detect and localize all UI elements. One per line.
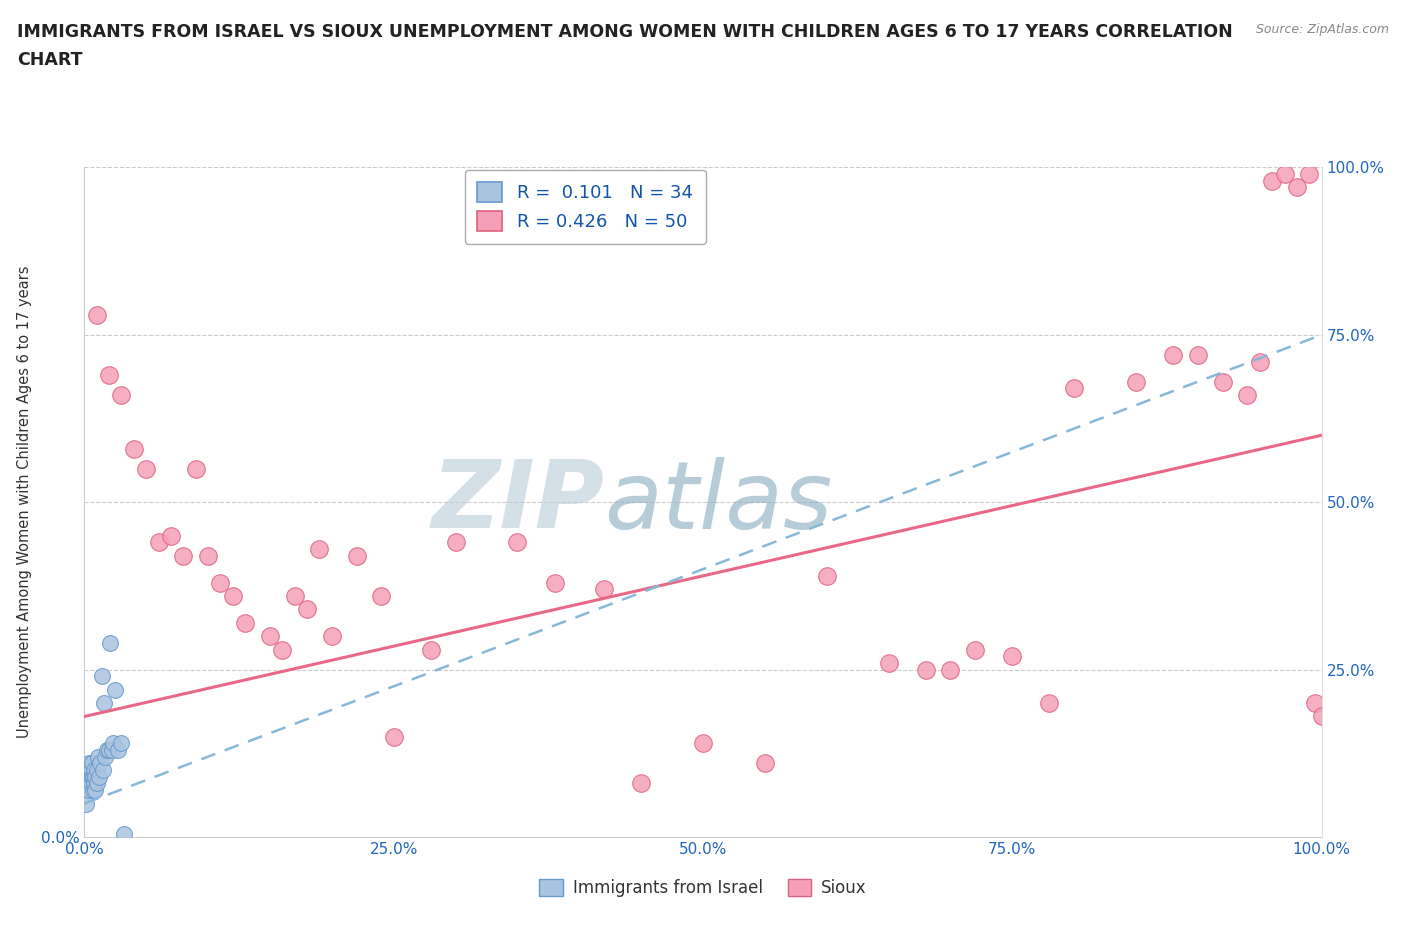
Point bbox=[370, 589, 392, 604]
Point bbox=[914, 662, 936, 677]
Point bbox=[209, 575, 232, 590]
Point bbox=[90, 669, 112, 684]
Point bbox=[80, 769, 103, 784]
Point bbox=[259, 629, 281, 644]
Point bbox=[295, 602, 318, 617]
Point bbox=[148, 535, 170, 550]
Point bbox=[84, 769, 107, 784]
Point bbox=[815, 568, 838, 583]
Text: CHART: CHART bbox=[17, 51, 83, 69]
Point bbox=[87, 750, 110, 764]
Point bbox=[271, 642, 294, 657]
Point bbox=[184, 461, 207, 476]
Point bbox=[1305, 696, 1327, 711]
Point bbox=[98, 635, 121, 650]
Point bbox=[630, 776, 652, 790]
Point bbox=[100, 742, 122, 757]
Point bbox=[98, 742, 121, 757]
Point bbox=[1310, 709, 1333, 724]
Point bbox=[94, 750, 117, 764]
Point bbox=[82, 783, 104, 798]
Point bbox=[98, 367, 121, 382]
Point bbox=[1001, 649, 1024, 664]
Text: Source: ZipAtlas.com: Source: ZipAtlas.com bbox=[1256, 23, 1389, 36]
Point bbox=[93, 696, 115, 711]
Point bbox=[160, 528, 183, 543]
Text: atlas: atlas bbox=[605, 457, 832, 548]
Point bbox=[754, 756, 776, 771]
Point bbox=[135, 461, 157, 476]
Point bbox=[939, 662, 962, 677]
Point bbox=[1261, 173, 1284, 188]
Point bbox=[110, 736, 132, 751]
Point bbox=[83, 776, 105, 790]
Text: IMMIGRANTS FROM ISRAEL VS SIOUX UNEMPLOYMENT AMONG WOMEN WITH CHILDREN AGES 6 TO: IMMIGRANTS FROM ISRAEL VS SIOUX UNEMPLOY… bbox=[17, 23, 1233, 41]
Point bbox=[86, 307, 108, 322]
Point bbox=[1125, 374, 1147, 389]
Point bbox=[82, 769, 104, 784]
Point bbox=[506, 535, 529, 550]
Point bbox=[77, 783, 100, 798]
Point bbox=[1063, 381, 1085, 396]
Point bbox=[110, 388, 132, 403]
Point bbox=[1161, 348, 1184, 363]
Point bbox=[543, 575, 565, 590]
Point bbox=[965, 642, 987, 657]
Y-axis label: Unemployment Among Women with Children Ages 6 to 17 years: Unemployment Among Women with Children A… bbox=[17, 266, 32, 738]
Point bbox=[1249, 354, 1271, 369]
Point bbox=[83, 763, 105, 777]
Point bbox=[1038, 696, 1060, 711]
Point bbox=[308, 541, 330, 556]
Point bbox=[419, 642, 441, 657]
Point bbox=[1187, 348, 1209, 363]
Point bbox=[79, 769, 101, 784]
Point bbox=[197, 549, 219, 564]
Point bbox=[84, 783, 107, 798]
Point bbox=[877, 656, 900, 671]
Point bbox=[79, 763, 101, 777]
Point bbox=[593, 582, 616, 597]
Point bbox=[444, 535, 467, 550]
Point bbox=[1274, 166, 1296, 181]
Point bbox=[80, 756, 103, 771]
Point bbox=[86, 776, 108, 790]
Point bbox=[321, 629, 343, 644]
Point bbox=[77, 763, 100, 777]
Point bbox=[692, 736, 714, 751]
Point bbox=[112, 826, 135, 841]
Point bbox=[382, 729, 405, 744]
Point bbox=[79, 776, 101, 790]
Point bbox=[76, 776, 98, 790]
Point bbox=[1285, 180, 1308, 195]
Point bbox=[1298, 166, 1320, 181]
Text: ZIP: ZIP bbox=[432, 457, 605, 548]
Point bbox=[101, 736, 124, 751]
Legend: Immigrants from Israel, Sioux: Immigrants from Israel, Sioux bbox=[531, 870, 875, 906]
Point bbox=[172, 549, 194, 564]
Point bbox=[122, 441, 145, 456]
Point bbox=[284, 589, 307, 604]
Point bbox=[233, 616, 256, 631]
Point bbox=[96, 742, 118, 757]
Point bbox=[79, 756, 101, 771]
Point bbox=[104, 683, 127, 698]
Point bbox=[86, 763, 108, 777]
Point bbox=[346, 549, 368, 564]
Point bbox=[91, 763, 114, 777]
Point bbox=[89, 769, 111, 784]
Point bbox=[89, 756, 111, 771]
Point bbox=[107, 742, 129, 757]
Point bbox=[1212, 374, 1234, 389]
Point bbox=[75, 796, 97, 811]
Point bbox=[222, 589, 245, 604]
Point bbox=[1236, 388, 1258, 403]
